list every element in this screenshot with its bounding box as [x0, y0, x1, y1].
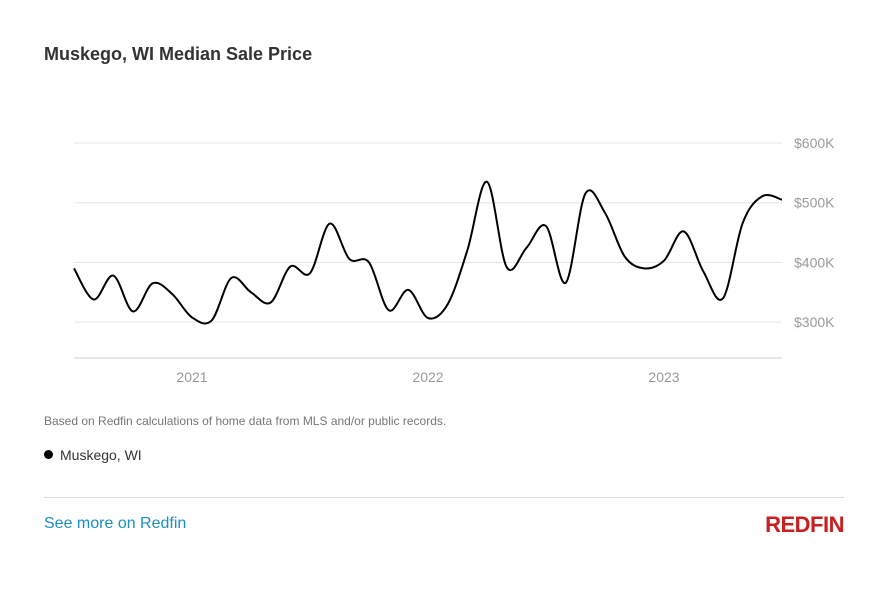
- see-more-link[interactable]: See more on Redfin: [44, 515, 187, 532]
- legend: Muskego, WI: [44, 447, 142, 463]
- redfin-logo: REDFIN: [765, 512, 844, 537]
- x-tick-label: 2022: [412, 369, 443, 385]
- x-tick-label: 2023: [648, 369, 679, 385]
- line-chart: $300K $400K $500K $600K 2021 2022 2023: [73, 135, 835, 385]
- series-layer: [73, 180, 783, 325]
- y-tick-label: $400K: [794, 254, 835, 270]
- x-tick-label: 2021: [176, 369, 207, 385]
- divider: [44, 497, 844, 498]
- gridlines: [74, 142, 782, 359]
- x-axis-ticks: 2021 2022 2023: [176, 369, 679, 385]
- chart-title: Muskego, WI Median Sale Price: [44, 44, 313, 64]
- y-tick-label: $600K: [794, 135, 835, 151]
- legend-label: Muskego, WI: [60, 447, 142, 463]
- legend-marker: [44, 449, 53, 459]
- y-tick-label: $300K: [794, 314, 835, 330]
- y-tick-label: $500K: [794, 195, 835, 211]
- data-source-note: Based on Redfin calculations of home dat…: [44, 414, 447, 428]
- series-line: [73, 180, 783, 325]
- y-axis-ticks: $300K $400K $500K $600K: [794, 135, 835, 330]
